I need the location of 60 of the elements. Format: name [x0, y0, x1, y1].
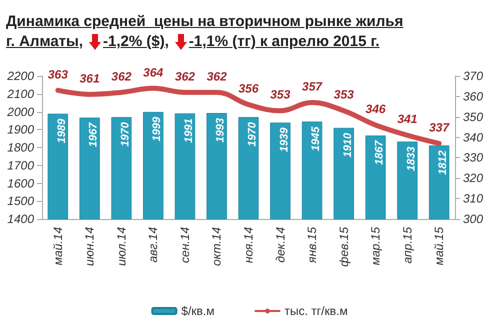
y2-tick-label: 330 — [463, 150, 484, 165]
x-tick-label: мар.15 — [368, 226, 383, 266]
x-tick-label: ноя.14 — [242, 226, 256, 264]
x-tick-label: май.15 — [432, 226, 446, 266]
data-label: 1967 — [88, 122, 100, 148]
y2-tick-label: 310 — [463, 192, 484, 206]
data-label: 1910 — [342, 132, 354, 158]
data-label: 1939 — [278, 126, 290, 152]
data-label: 337 — [429, 120, 450, 134]
data-label: 1812 — [437, 150, 450, 175]
data-label: 357 — [302, 80, 324, 94]
y2-tick-label: 300 — [463, 212, 484, 226]
data-label: 1989 — [56, 118, 68, 144]
x-tick-label: май.14 — [50, 226, 65, 266]
x-tick-label: июн.14 — [82, 226, 97, 266]
x-tick-label: дек.14 — [273, 226, 288, 263]
y2-tick-label: 320 — [463, 171, 484, 186]
x-tick-label: июл.14 — [114, 226, 128, 266]
data-label: 353 — [334, 88, 354, 102]
y2-tick-label: 350 — [463, 110, 484, 124]
y-tick-label: 2100 — [6, 86, 34, 101]
data-label: 1991 — [182, 118, 195, 143]
data-label: 1833 — [405, 146, 418, 172]
legend-label: тыс. тг/кв.м — [284, 304, 348, 318]
y-tick-label: 2200 — [6, 69, 34, 83]
data-label: 362 — [111, 69, 132, 84]
x-tick-label: авг.14 — [146, 226, 160, 263]
data-label: 362 — [206, 69, 228, 84]
data-label: 1993 — [214, 118, 227, 142]
data-label: 1999 — [151, 116, 164, 142]
y-tick-label: 1900 — [7, 122, 34, 137]
y-tick-label: 1600 — [7, 176, 34, 190]
chart-title: Динамика средней цены на вторичном рынке жилья — [6, 12, 404, 32]
y2-tick-label: 340 — [463, 130, 484, 144]
y-tick-label: 2000 — [6, 104, 34, 119]
data-label: 1970 — [119, 121, 132, 147]
data-label: 1970 — [246, 121, 258, 147]
x-tick-label: окт.14 — [210, 226, 224, 266]
data-label: 1867 — [374, 140, 386, 166]
x-tick-label: фев.15 — [336, 226, 351, 267]
data-label: 361 — [80, 71, 100, 86]
x-tick-label: апр.15 — [400, 226, 414, 264]
y-tick-label: 1400 — [7, 212, 34, 226]
data-label: 363 — [48, 67, 68, 82]
legend-label: $/кв.м — [181, 304, 215, 318]
data-label: 341 — [397, 112, 418, 126]
data-label: 1945 — [310, 126, 322, 152]
x-tick-label: сен.14 — [178, 226, 192, 263]
y2-tick-label: 360 — [463, 89, 484, 104]
y2-tick-label: 370 — [463, 69, 484, 83]
x-tick-label: янв.15 — [305, 226, 320, 264]
y-tick-label: 1500 — [7, 194, 34, 208]
data-label: 346 — [366, 102, 386, 116]
text: г. Алматы, -1,2% ($), -1,1% (тг) к апрелю 2015 г. — [6, 33, 380, 50]
data-label: 356 — [238, 82, 259, 96]
y-tick-label: 1800 — [7, 140, 34, 154]
data-label: 362 — [174, 69, 196, 84]
y-tick-label: 1700 — [7, 158, 34, 172]
data-label: 353 — [270, 88, 291, 102]
data-label: 364 — [143, 65, 164, 80]
